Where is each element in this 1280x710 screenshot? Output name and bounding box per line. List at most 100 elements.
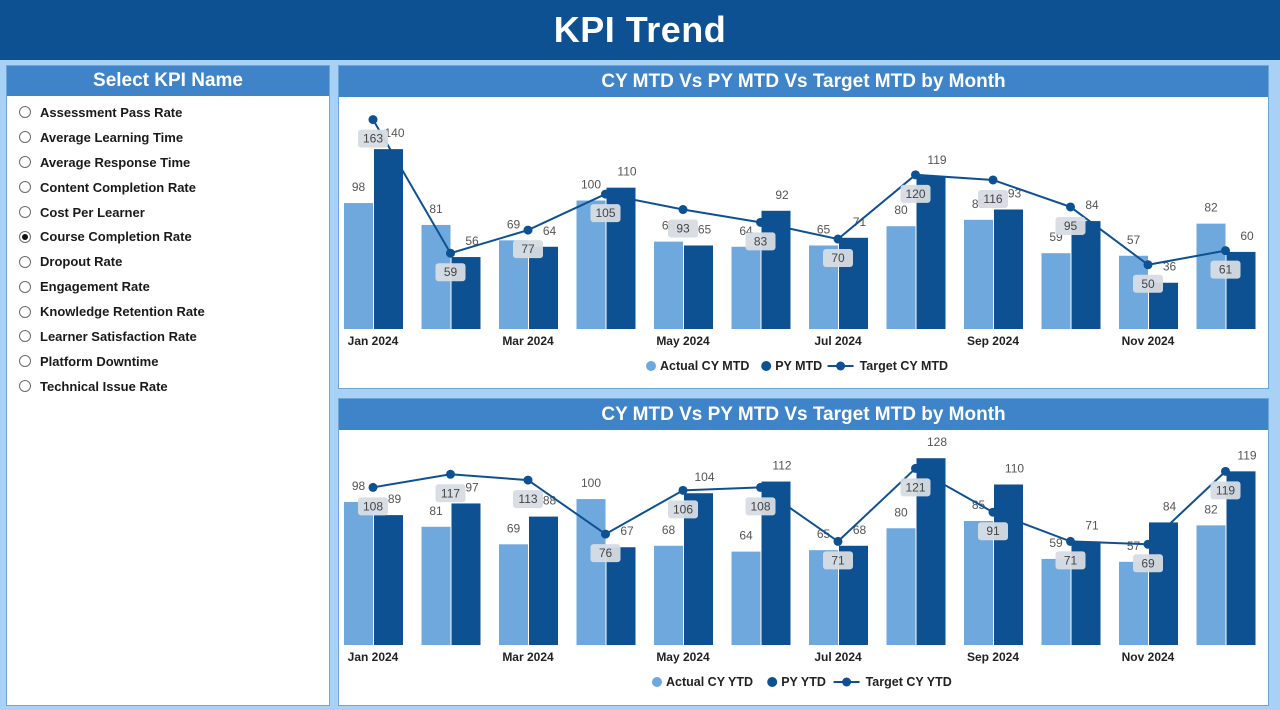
- bar-py: [994, 484, 1023, 645]
- target-line: [372, 119, 1226, 266]
- data-label-actual: 100: [581, 476, 601, 490]
- target-point: [678, 205, 688, 215]
- target-point: [1221, 466, 1230, 476]
- chart-legend: Actual CY MTD PY MTD Target CY MTD: [646, 359, 948, 373]
- target-label-box: [513, 490, 543, 509]
- data-label-py: 92: [775, 188, 789, 202]
- kpi-option-technical-issue-rate[interactable]: Technical Issue Rate: [19, 374, 329, 399]
- kpi-option-course-completion-rate[interactable]: Course Completion Rate: [19, 224, 329, 249]
- kpi-option-label: Average Response Time: [40, 154, 191, 170]
- bar-py: [606, 547, 636, 645]
- data-label-target: 113: [518, 492, 537, 506]
- target-point: [1143, 260, 1153, 270]
- kpi-option-learner-satisfaction-rate[interactable]: Learner Satisfaction Rate: [19, 324, 329, 349]
- x-tick-label: Jul 2024: [814, 334, 862, 348]
- data-label-py: 84: [1085, 198, 1099, 212]
- data-label-actual: 80: [894, 203, 908, 217]
- data-label-actual: 98: [352, 479, 366, 493]
- data-label-actual: 81: [429, 504, 443, 518]
- legend-label-target: Target CY YTD: [866, 675, 952, 689]
- target-point: [988, 175, 998, 185]
- bar-py: [761, 210, 791, 329]
- target-label-box: [1133, 274, 1163, 293]
- radio-button[interactable]: [19, 305, 31, 318]
- kpi-option-assessment-pass-rate[interactable]: Assessment Pass Rate: [19, 100, 329, 125]
- radio-button[interactable]: [19, 380, 31, 393]
- page-title: KPI Trend: [0, 0, 1280, 60]
- radio-button[interactable]: [19, 255, 31, 268]
- ytd-chart-title: CY MTD Vs PY MTD Vs Target MTD by Month: [339, 399, 1268, 430]
- data-label-actual: 64: [739, 529, 753, 543]
- data-label-py: 56: [465, 234, 479, 248]
- kpi-option-engagement-rate[interactable]: Engagement Rate: [19, 274, 329, 299]
- radio-button[interactable]: [19, 131, 31, 144]
- data-label-target: 121: [905, 480, 925, 494]
- data-label-actual: 69: [507, 217, 521, 231]
- kpi-option-dropout-rate[interactable]: Dropout Rate: [19, 249, 329, 274]
- kpi-option-knowledge-retention-rate[interactable]: Knowledge Retention Rate: [19, 299, 329, 324]
- data-label-actual: 98: [352, 180, 366, 194]
- radio-button[interactable]: [19, 355, 31, 368]
- kpi-option-label: Content Completion Rate: [40, 179, 196, 195]
- bar-actual: [886, 226, 916, 329]
- kpi-option-average-response-time[interactable]: Average Response Time: [19, 150, 329, 175]
- legend-marker-target: [836, 361, 846, 371]
- bar-py: [374, 515, 403, 645]
- data-label-py: 67: [620, 524, 634, 538]
- data-label-target: 69: [1141, 556, 1155, 570]
- data-label-py: 89: [388, 492, 402, 506]
- data-label-py: 71: [1085, 518, 1099, 532]
- target-label-box: [435, 263, 466, 282]
- data-label-target: 93: [676, 222, 690, 236]
- legend-label-py: PY YTD: [781, 675, 826, 689]
- mtd-chart-title: CY MTD Vs PY MTD Vs Target MTD by Month: [339, 66, 1268, 97]
- x-tick-label: Nov 2024: [1122, 334, 1175, 348]
- target-point: [678, 485, 688, 495]
- bar-py: [529, 246, 558, 329]
- kpi-option-platform-downtime[interactable]: Platform Downtime: [19, 349, 329, 374]
- kpi-slicer: Select KPI Name Assessment Pass Rate Ave…: [6, 65, 330, 706]
- data-label-target: 76: [599, 546, 613, 560]
- radio-button[interactable]: [19, 280, 31, 293]
- bar-actual: [964, 520, 993, 645]
- kpi-option-content-completion-rate[interactable]: Content Completion Rate: [19, 175, 329, 200]
- legend-label-py: PY MTD: [775, 359, 822, 373]
- radio-button[interactable]: [19, 106, 31, 119]
- chart-legend: Actual CY YTD PY YTD Target CY YTD: [652, 675, 952, 689]
- radio-button[interactable]: [19, 181, 31, 194]
- data-label-target: 116: [983, 192, 1002, 206]
- kpi-option-average-learning-time[interactable]: Average Learning Time: [19, 125, 329, 150]
- target-point: [523, 475, 533, 485]
- target-label-box: [745, 232, 776, 251]
- data-label-target: 163: [363, 132, 383, 146]
- target-label-box: [745, 497, 776, 516]
- x-tick-label: Jul 2024: [814, 650, 862, 664]
- target-point: [756, 217, 765, 227]
- radio-button-selected[interactable]: [19, 230, 31, 243]
- target-label-box: [513, 240, 543, 259]
- target-label-box: [358, 497, 388, 516]
- bar-actual: [731, 246, 761, 329]
- data-label-target: 119: [1216, 483, 1235, 497]
- bar-py: [994, 209, 1023, 329]
- kpi-list: Assessment Pass Rate Average Learning Ti…: [7, 96, 329, 399]
- x-tick-label: Nov 2024: [1122, 650, 1175, 664]
- radio-button[interactable]: [19, 156, 31, 169]
- radio-button[interactable]: [19, 206, 31, 218]
- data-label-actual: 65: [817, 222, 831, 236]
- kpi-option-cost-per-learner[interactable]: Cost Per Learner: [19, 200, 329, 225]
- kpi-option-label: Average Learning Time: [40, 129, 184, 145]
- data-label-py: 64: [543, 224, 557, 238]
- x-tick-label: May 2024: [656, 650, 710, 664]
- radio-button[interactable]: [19, 330, 31, 343]
- target-point: [368, 115, 378, 125]
- kpi-option-label: Technical Issue Rate: [40, 378, 168, 394]
- bar-actual: [499, 544, 528, 645]
- data-label-actual: 69: [507, 521, 521, 535]
- data-label-target: 77: [521, 242, 535, 256]
- mtd-chart: 9814081566964100110686564926571801198593…: [344, 115, 1256, 373]
- bar-actual: [1041, 558, 1071, 645]
- bar-actual: [1119, 561, 1148, 645]
- data-label-target: 105: [595, 206, 615, 220]
